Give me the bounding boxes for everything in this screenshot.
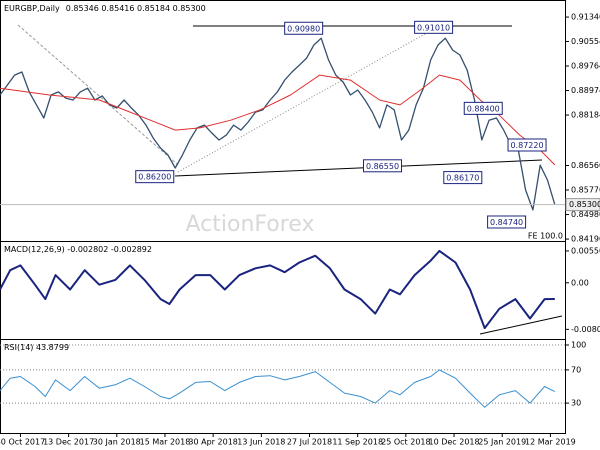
x-tick-label: 27 Jul 2018 bbox=[287, 438, 332, 447]
x-tick-label: 25 Jan 2019 bbox=[478, 438, 526, 447]
annotation-box bbox=[443, 171, 483, 185]
x-tick-label: 12 Mar 2019 bbox=[525, 438, 576, 447]
y-tick-label: 0.005504 bbox=[571, 246, 600, 255]
x-tick-label: 10 Dec 2018 bbox=[428, 438, 479, 447]
trend-line bbox=[177, 29, 433, 173]
annotation-label: 0.90980 bbox=[287, 24, 320, 33]
y-tick-label: 30 bbox=[571, 399, 581, 408]
x-tick-label: 13 Jun 2018 bbox=[237, 438, 285, 447]
price-line bbox=[0, 249, 555, 330]
annotation-label: 0.86170 bbox=[446, 174, 479, 183]
annotation-label: 0.86550 bbox=[366, 162, 399, 171]
annotation-label: 0.84740 bbox=[490, 218, 523, 227]
x-tick-label: 30 Apr 2018 bbox=[188, 438, 237, 447]
x-tick-label: 11 Sep 2018 bbox=[332, 438, 383, 447]
panel-title: EURGBP,Daily 0.85346 0.85416 0.85184 0.85… bbox=[4, 4, 206, 13]
y-tick-label: 0.88974 bbox=[571, 86, 600, 95]
subtitle: 0.85346 0.85416 0.85184 0.85300 bbox=[66, 4, 206, 13]
panel-frame bbox=[0, 339, 566, 434]
annotation-box bbox=[284, 21, 324, 35]
x-tick-label: 15 Mar 2018 bbox=[140, 438, 191, 447]
price-line bbox=[0, 369, 556, 408]
y-tick-label: 0.88184 bbox=[571, 111, 600, 120]
x-tick-label: 30 Jan 2018 bbox=[93, 438, 141, 447]
panel-title: RSI(14) 43.8799 bbox=[4, 343, 69, 352]
annotation-label: 0.91010 bbox=[417, 23, 450, 32]
y-tick-label: 0.00 bbox=[571, 278, 589, 287]
annotation-box bbox=[135, 170, 175, 184]
x-tick-label: 25 Oct 2018 bbox=[381, 438, 430, 447]
annotation-box bbox=[414, 20, 454, 34]
last-price-box bbox=[565, 198, 600, 212]
annotation-box bbox=[463, 101, 503, 115]
watermark: ActionForex bbox=[186, 212, 315, 237]
y-tick-label: 100 bbox=[571, 341, 586, 350]
x-tick-label: 13 Dec 2017 bbox=[43, 438, 94, 447]
fe-label: FE 100.0 bbox=[528, 232, 563, 241]
trend-line bbox=[479, 315, 563, 335]
annotation-box bbox=[487, 215, 527, 229]
y-tick-label: 70 bbox=[571, 365, 581, 374]
title: MACD(12,26,9) -0.002802 -0.002892 bbox=[4, 245, 152, 254]
title: EURGBP,Daily bbox=[4, 4, 60, 13]
trend-line bbox=[174, 159, 543, 177]
y-tick-label: -0.00805 bbox=[571, 325, 600, 334]
y-tick-label: 0.90554 bbox=[571, 37, 600, 46]
annotation-label: 0.88400 bbox=[467, 104, 500, 113]
annotation-box bbox=[363, 159, 403, 173]
panel-title: MACD(12,26,9) -0.002802 -0.002892 bbox=[4, 245, 152, 254]
annotation-box bbox=[507, 138, 547, 152]
last-price-label: 0.85300 bbox=[569, 200, 600, 209]
y-tick-label: 0.84190 bbox=[571, 235, 600, 244]
title: RSI(14) 43.8799 bbox=[4, 343, 69, 352]
annotation-label: 0.86200 bbox=[138, 173, 171, 182]
y-tick-label: 0.89764 bbox=[571, 62, 600, 71]
x-tick-label: 30 Oct 2017 bbox=[0, 438, 45, 447]
trend-line bbox=[17, 24, 179, 166]
price-line bbox=[0, 37, 556, 211]
annotation-label: 0.87220 bbox=[510, 141, 543, 150]
